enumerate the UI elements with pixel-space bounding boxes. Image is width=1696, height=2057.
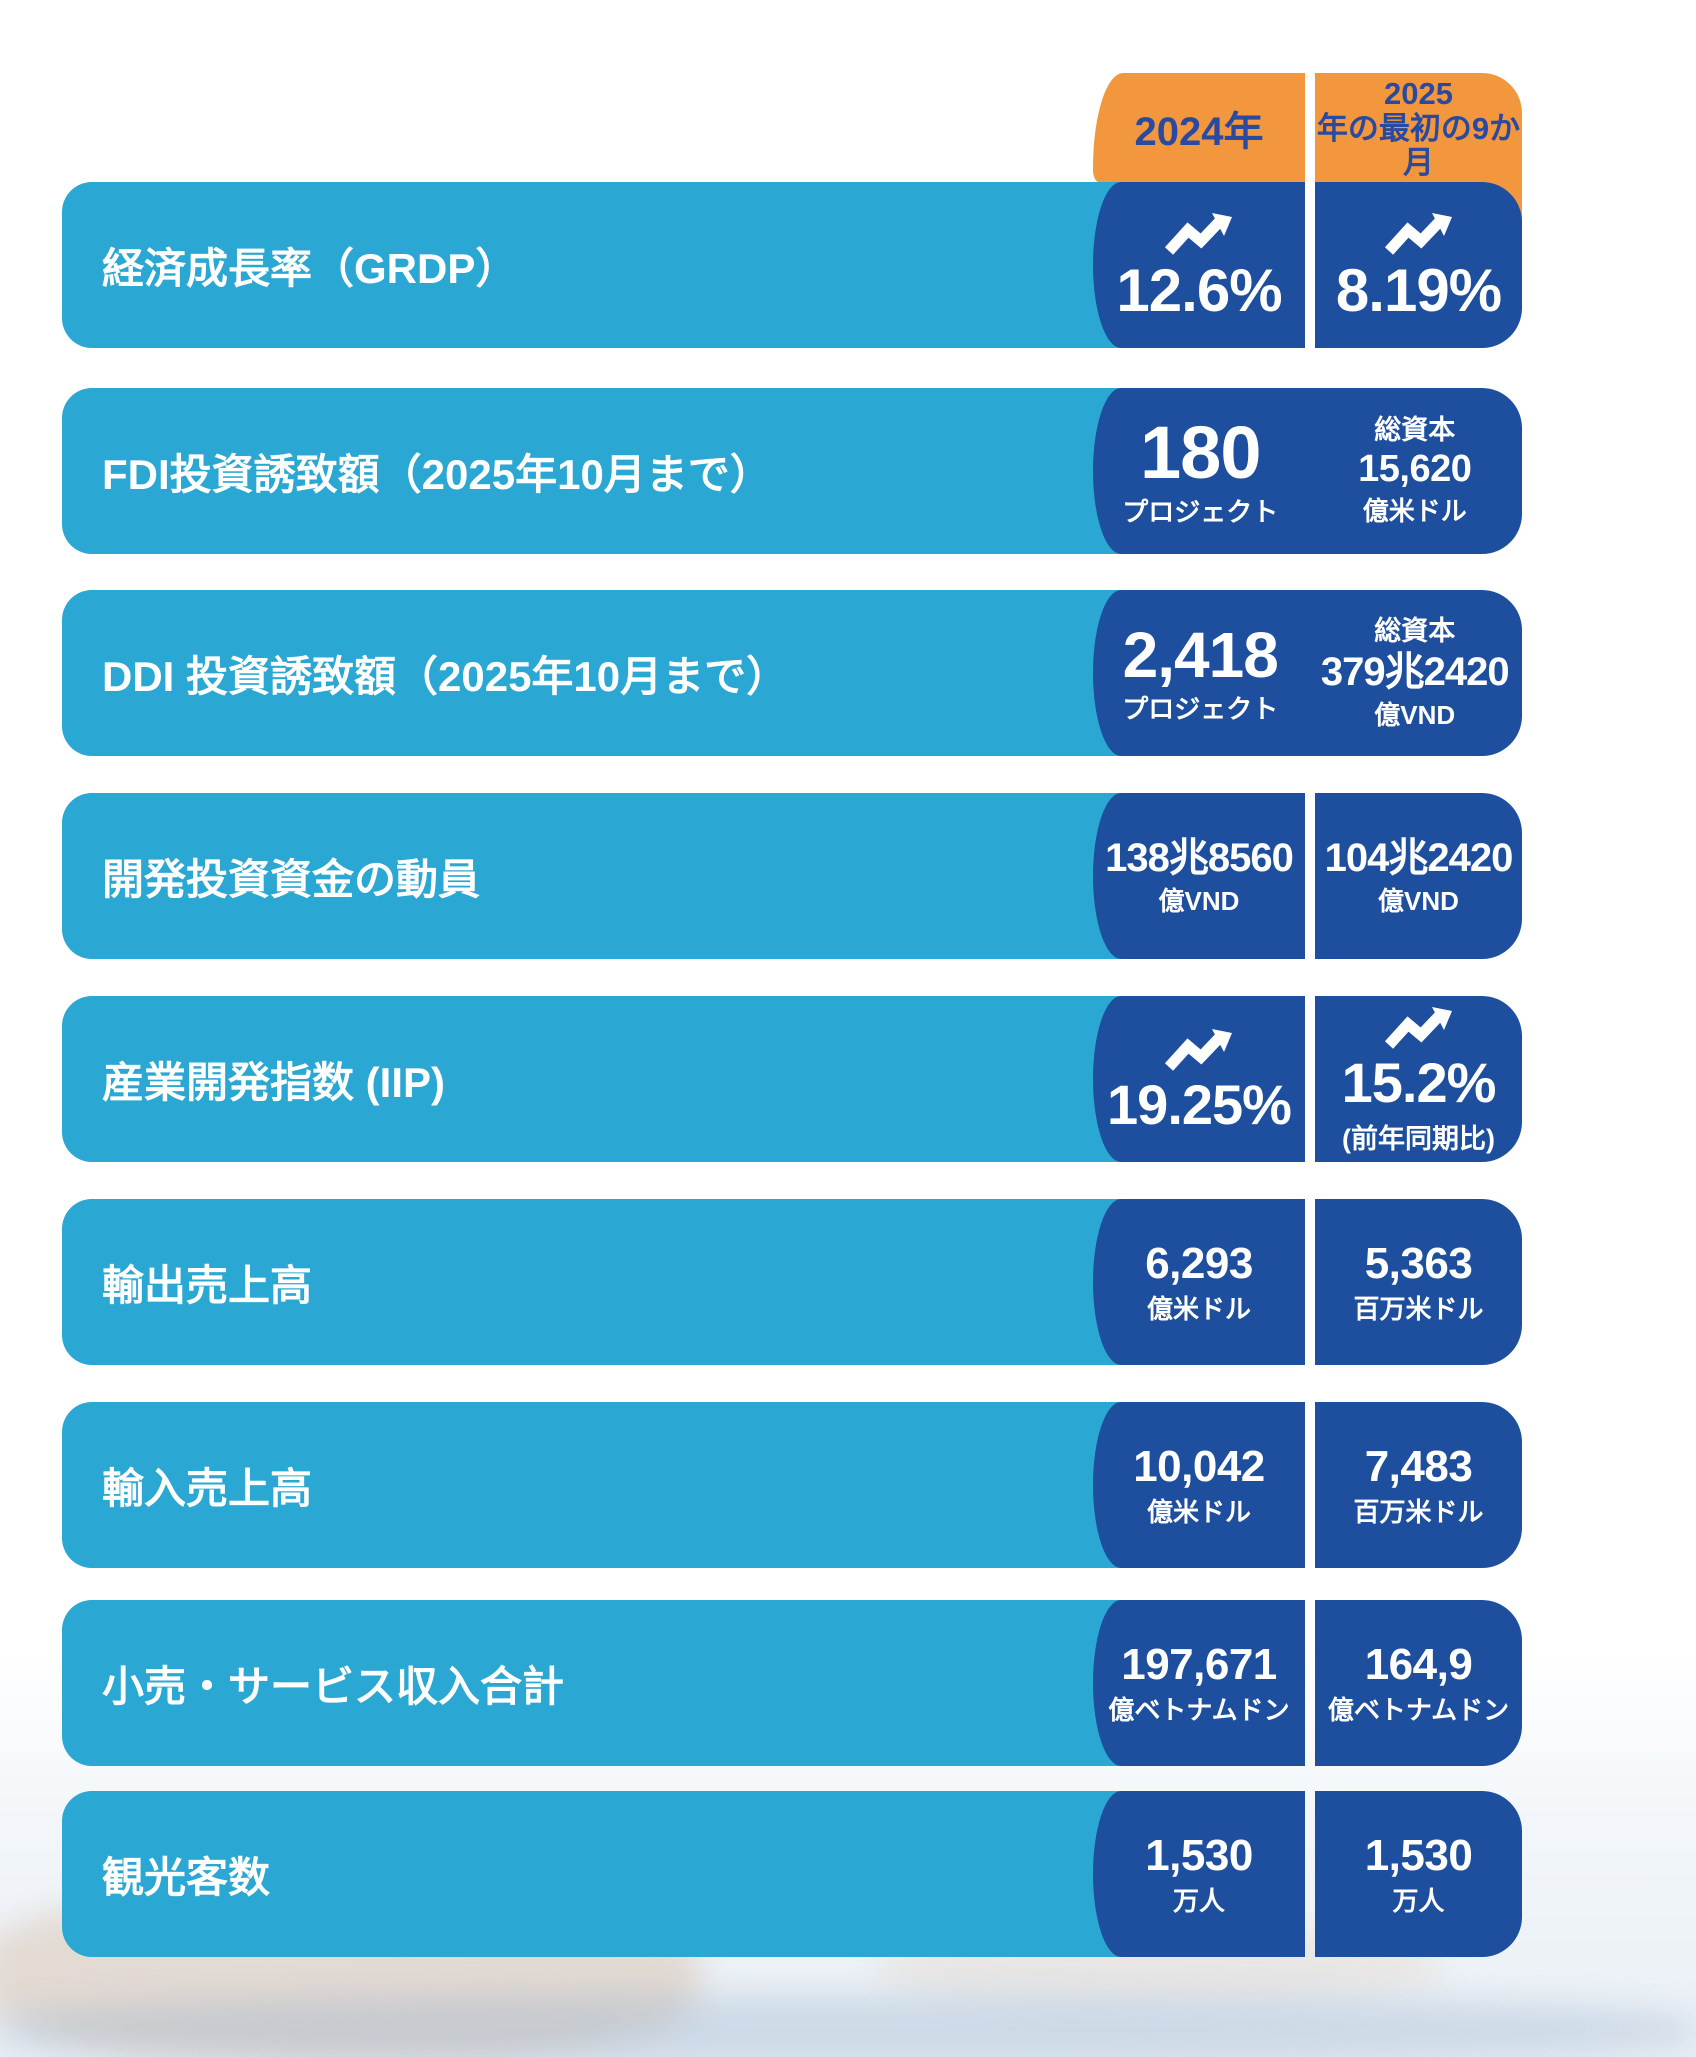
value: 15.2%: [1341, 1050, 1497, 1114]
unit: 万人: [1392, 1885, 1445, 1916]
column-header-2025-line2: 年の最初の9か月: [1316, 110, 1521, 181]
value-cell-2024: 12.6%: [1093, 182, 1305, 348]
value-cell-2025: 1,530 万人: [1315, 1791, 1522, 1957]
table-row-retail-services: 小売・サービス収入合計 197,671 億ベトナムドン 164,9 億ベトナムド…: [0, 1600, 1696, 1766]
value: 15,620: [1358, 447, 1472, 490]
value: 138兆8560: [1105, 835, 1294, 880]
value: 197,671: [1121, 1639, 1277, 1689]
unit: 億米ドル: [1146, 1293, 1251, 1324]
table-row-fdi: FDI投資誘致額（2025年10月まで） 180 プロジェクト 総資本 15,6…: [0, 388, 1696, 554]
trend-up-icon: [1384, 213, 1452, 255]
table-row-grdp: 経済成長率（GRDP） 12.6% 8.19%: [0, 182, 1696, 348]
row-label: 経済成長率（GRDP）: [102, 244, 518, 292]
value-cell-merged: 180 プロジェクト 総資本 15,620 億米ドル: [1093, 388, 1522, 554]
background-photo-blob: [0, 1995, 1696, 2057]
row-label: 輸入売上高: [102, 1464, 313, 1512]
unit: 億米ドル: [1146, 1496, 1251, 1527]
row-label: 輸出売上高: [102, 1261, 313, 1309]
value-cell-2024: 6,293 億米ドル: [1093, 1199, 1305, 1365]
unit: プロジェクト: [1122, 693, 1279, 724]
value: 2,418: [1122, 618, 1279, 691]
column-header-2025-line1: 2025: [1384, 75, 1453, 111]
value-cell-2024: 138兆8560 億VND: [1093, 793, 1305, 959]
merged-right: 総資本 15,620 億米ドル: [1308, 414, 1523, 527]
table-row-dev-investment: 開発投資資金の動員 138兆8560 億VND 104兆2420 億VND: [0, 793, 1696, 959]
value: 6,293: [1145, 1238, 1253, 1288]
value-cell-merged: 2,418 プロジェクト 総資本 379兆2420 億VND: [1093, 590, 1522, 756]
value-cell-2024: 10,042 億米ドル: [1093, 1402, 1305, 1568]
value: 180: [1140, 410, 1261, 494]
value: 5,363: [1364, 1238, 1473, 1288]
unit: 億米ドル: [1362, 496, 1467, 527]
row-label: 観光客数: [102, 1853, 271, 1901]
unit: 億VND: [1374, 699, 1456, 730]
merged-right: 総資本 379兆2420 億VND: [1308, 615, 1523, 730]
unit: 万人: [1172, 1885, 1225, 1916]
value: 8.19%: [1335, 257, 1502, 324]
value-cell-2024: 197,671 億ベトナムドン: [1093, 1600, 1305, 1766]
merged-left: 180 プロジェクト: [1093, 410, 1308, 527]
value: 379兆2420: [1320, 649, 1510, 694]
row-label: 小売・サービス収入合計: [102, 1662, 565, 1710]
row-label: DDI 投資誘致額（2025年10月まで）: [102, 652, 789, 700]
value: 12.6%: [1116, 257, 1282, 324]
unit: プロジェクト: [1122, 496, 1279, 527]
value: 164,9: [1364, 1639, 1473, 1689]
merged-left: 2,418 プロジェクト: [1093, 623, 1308, 724]
caption: 総資本: [1374, 414, 1456, 445]
value-cell-2024: 1,530 万人: [1093, 1791, 1305, 1957]
column-header-2024-label: 2024年: [1134, 109, 1264, 154]
value: 1,530: [1145, 1830, 1253, 1880]
value-cell-2025: 7,483 百万米ドル: [1315, 1402, 1522, 1568]
table-row-tourists: 観光客数 1,530 万人 1,530 万人: [0, 1791, 1696, 1957]
value: 1,530: [1364, 1830, 1473, 1880]
trend-up-icon: [1164, 1029, 1232, 1071]
row-label: FDI投資誘致額（2025年10月まで）: [102, 450, 772, 498]
table-row-exports: 輸出売上高 6,293 億米ドル 5,363 百万米ドル: [0, 1199, 1696, 1365]
table-row-iip: 産業開発指数 (IIP) 19.25% 15.2% (前年同期比): [0, 996, 1696, 1162]
value-note: (前年同期比): [1342, 1123, 1495, 1154]
value-cell-2024: 19.25%: [1093, 996, 1305, 1162]
value-cell-2025: 164,9 億ベトナムドン: [1315, 1600, 1522, 1766]
value: 7,483: [1364, 1441, 1473, 1491]
trend-up-icon: [1384, 1006, 1452, 1049]
value: 19.25%: [1107, 1073, 1292, 1136]
value-cell-2025: 104兆2420 億VND: [1315, 793, 1522, 959]
trend-up-icon: [1164, 213, 1232, 255]
unit: 億VND: [1158, 885, 1240, 916]
value: 104兆2420: [1324, 835, 1514, 880]
value-cell-2025: 5,363 百万米ドル: [1315, 1199, 1522, 1365]
table-row-ddi: DDI 投資誘致額（2025年10月まで） 2,418 プロジェクト 総資本 3…: [0, 590, 1696, 756]
row-label: 開発投資資金の動員: [102, 855, 481, 903]
row-label: 産業開発指数 (IIP): [102, 1058, 445, 1106]
value-cell-2025: 8.19%: [1315, 182, 1522, 348]
unit: 億VND: [1378, 885, 1459, 916]
value: 10,042: [1133, 1441, 1265, 1491]
value-cell-2025: 15.2% (前年同期比): [1315, 996, 1522, 1162]
unit: 百万米ドル: [1353, 1496, 1484, 1527]
unit: 百万米ドル: [1353, 1293, 1484, 1324]
column-header-2024: 2024年: [1093, 73, 1305, 182]
unit: 億ベトナムドン: [1327, 1694, 1510, 1725]
table-row-imports: 輸入売上高 10,042 億米ドル 7,483 百万米ドル: [0, 1402, 1696, 1568]
caption: 総資本: [1374, 615, 1456, 646]
unit: 億ベトナムドン: [1108, 1694, 1290, 1725]
